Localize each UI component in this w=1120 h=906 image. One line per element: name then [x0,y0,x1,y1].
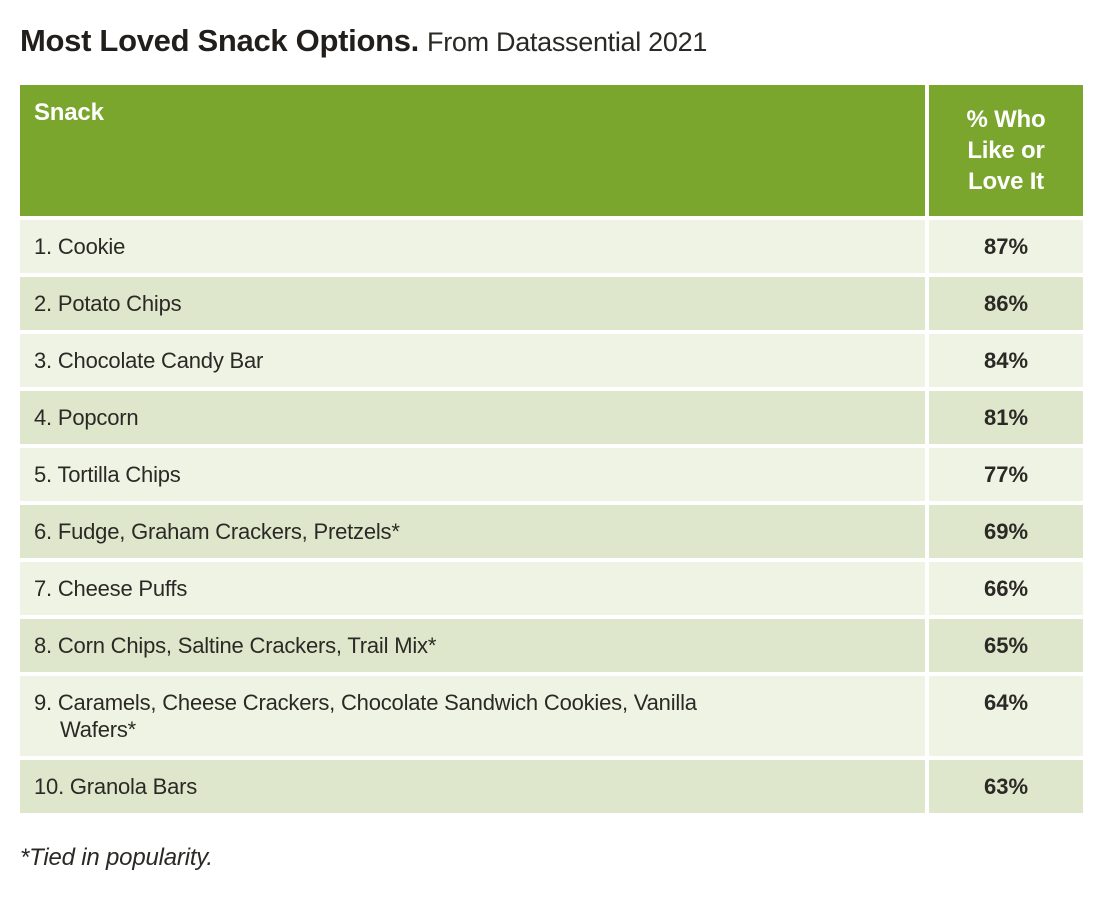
percent-cell: 84% [929,334,1083,388]
table-header-row: Snack % Who Like or Love It [20,85,1083,217]
table-row: 2. Potato Chips 86% [20,277,1083,331]
percent-cell: 87% [929,220,1083,274]
percent-cell: 64% [929,676,1083,757]
snack-cell: 10. Granola Bars [20,760,925,814]
footnote: *Tied in popularity. [20,844,213,872]
percent-cell: 65% [929,619,1083,673]
snack-cell: 4. Popcorn [20,391,925,445]
percent-cell: 81% [929,391,1083,445]
page-title: Most Loved Snack Options. From Datassenti… [20,23,1120,58]
table-row: 5. Tortilla Chips 77% [20,448,1083,502]
percent-cell: 66% [929,562,1083,616]
snack-cell: 2. Potato Chips [20,277,925,331]
snack-cell: 9. Caramels, Cheese Crackers, Chocolate … [20,676,925,757]
snack-cell: 6. Fudge, Graham Crackers, Pretzels* [20,505,925,559]
snack-cell: 3. Chocolate Candy Bar [20,334,925,388]
snack-cell: 7. Cheese Puffs [20,562,925,616]
table-row: 1. Cookie 87% [20,220,1083,274]
table-row: 9. Caramels, Cheese Crackers, Chocolate … [20,676,1083,757]
percent-cell: 63% [929,760,1083,814]
percent-cell: 69% [929,505,1083,559]
table-row: 8. Corn Chips, Saltine Crackers, Trail M… [20,619,1083,673]
snack-cell: 8. Corn Chips, Saltine Crackers, Trail M… [20,619,925,673]
table-row: 3. Chocolate Candy Bar 84% [20,334,1083,388]
table-row: 7. Cheese Puffs 66% [20,562,1083,616]
table-row: 4. Popcorn 81% [20,391,1083,445]
table-row: 6. Fudge, Graham Crackers, Pretzels* 69% [20,505,1083,559]
percent-cell: 77% [929,448,1083,502]
title-main: Most Loved Snack Options. [20,23,419,58]
title-source: From Datassential 2021 [427,27,708,57]
percent-cell: 86% [929,277,1083,331]
header-snack-column: Snack [20,85,925,217]
snack-table: Snack % Who Like or Love It 1. Cookie 87… [20,85,1083,814]
header-percent-label: % Who Like or Love It [966,105,1046,196]
header-percent-column: % Who Like or Love It [929,85,1083,217]
snack-cell: 5. Tortilla Chips [20,448,925,502]
snack-cell: 1. Cookie [20,220,925,274]
table-row: 10. Granola Bars 63% [20,760,1083,814]
page: Most Loved Snack Options. From Datassenti… [20,23,1120,872]
